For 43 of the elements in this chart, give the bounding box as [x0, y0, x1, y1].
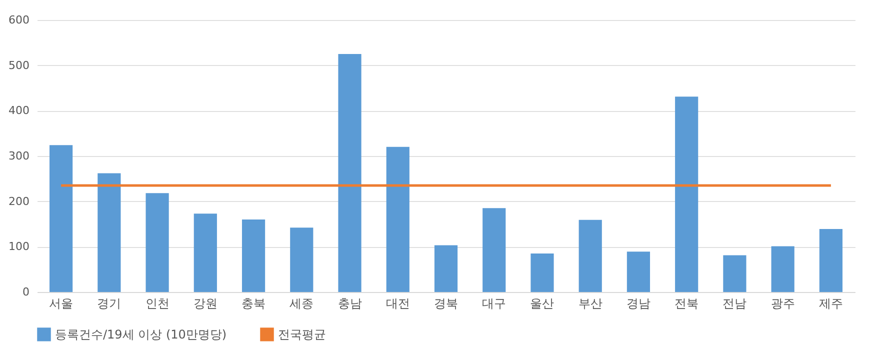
- bar: [819, 228, 842, 292]
- bar: [386, 146, 410, 292]
- y-tick-label: 200: [8, 194, 30, 208]
- bar: [338, 54, 362, 292]
- x-tick-label: 경북: [434, 296, 458, 310]
- legend-label: 전국평균: [278, 327, 326, 342]
- bar: [723, 255, 746, 292]
- bar: [434, 245, 458, 292]
- x-tick-label: 충남: [338, 296, 362, 310]
- x-tick-label: 충북: [242, 296, 266, 310]
- bar: [771, 246, 794, 292]
- x-tick-label: 전남: [722, 296, 747, 310]
- x-tick-label: 광주: [770, 296, 795, 310]
- x-tick-label: 인천: [145, 296, 170, 310]
- bar: [675, 96, 698, 292]
- y-tick-label: 400: [8, 104, 30, 118]
- x-tick-label: 대구: [482, 296, 506, 310]
- bar: [146, 193, 169, 292]
- bar: [626, 252, 650, 292]
- y-tick-label: 500: [8, 58, 30, 72]
- y-tick-label: 600: [8, 14, 30, 26]
- x-tick-label: 전북: [674, 296, 699, 310]
- y-tick-label: 0: [22, 286, 30, 298]
- legend-label: 등록건수/19세 이상 (10만명당): [55, 327, 227, 342]
- bar: [578, 220, 602, 292]
- x-tick-label: 경남: [626, 296, 650, 310]
- x-tick-label: 강원: [193, 296, 218, 310]
- x-tick-label: 제주: [818, 296, 843, 310]
- x-tick-label: 경기: [97, 296, 122, 310]
- bar: [50, 145, 73, 292]
- y-tick-label: 300: [8, 150, 30, 162]
- x-tick-label: 서울: [49, 296, 74, 310]
- bar: [530, 253, 554, 292]
- x-tick-label: 부산: [578, 296, 602, 310]
- y-tick-label: 100: [8, 240, 30, 254]
- x-tick-label: 대전: [386, 296, 410, 310]
- bar: [482, 208, 506, 292]
- bar: [242, 219, 266, 292]
- bar: [98, 173, 121, 292]
- bar: [290, 228, 314, 292]
- bar: [194, 214, 217, 292]
- x-tick-label: 세종: [290, 296, 314, 310]
- x-tick-label: 울산: [530, 296, 554, 310]
